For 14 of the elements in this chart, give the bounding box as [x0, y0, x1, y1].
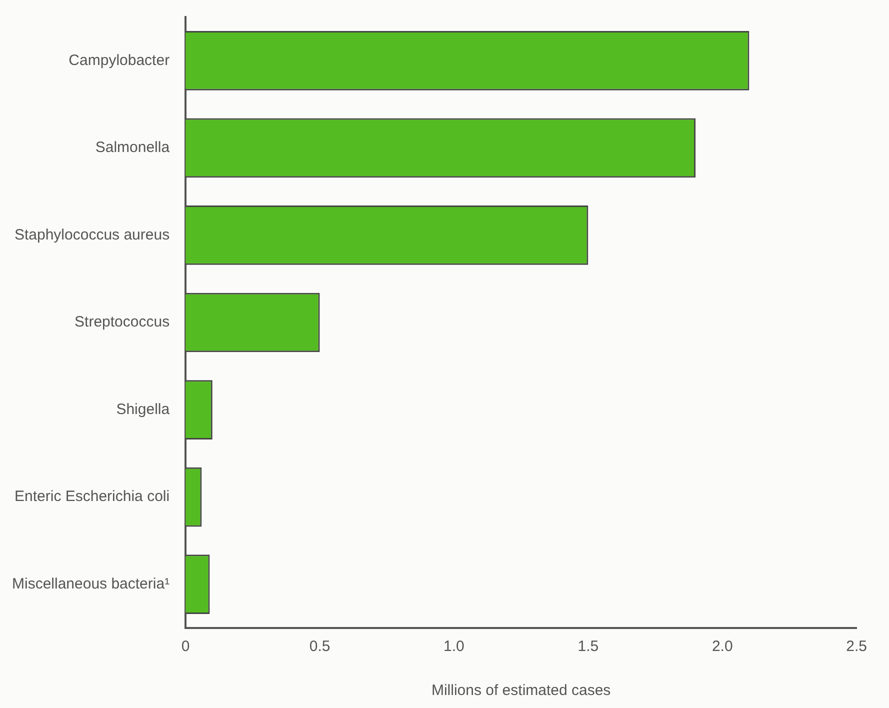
y-tick-label: Salmonella: [95, 139, 170, 156]
y-tick-label: Enteric Escherichia coli: [14, 488, 170, 506]
x-tick-label: 0: [181, 638, 190, 656]
x-tick-label: 0.5: [309, 638, 330, 656]
x-tick-label: 1.5: [578, 638, 599, 656]
y-tick-label: Shigella: [116, 400, 170, 418]
x-tick-label: 1.0: [444, 638, 464, 656]
y-tick-label: Campylobacter: [68, 52, 170, 69]
x-axis-title: Millions of estimated cases: [431, 682, 611, 700]
y-tick-label: Staphylococcus aureus: [14, 226, 170, 244]
y-tick-label: Streptococcus: [74, 314, 170, 331]
y-tick-label: Miscellaneous bacteria¹: [12, 576, 170, 592]
x-tick-label: 2.0: [712, 638, 733, 656]
x-tick-label: 2.5: [846, 638, 868, 656]
